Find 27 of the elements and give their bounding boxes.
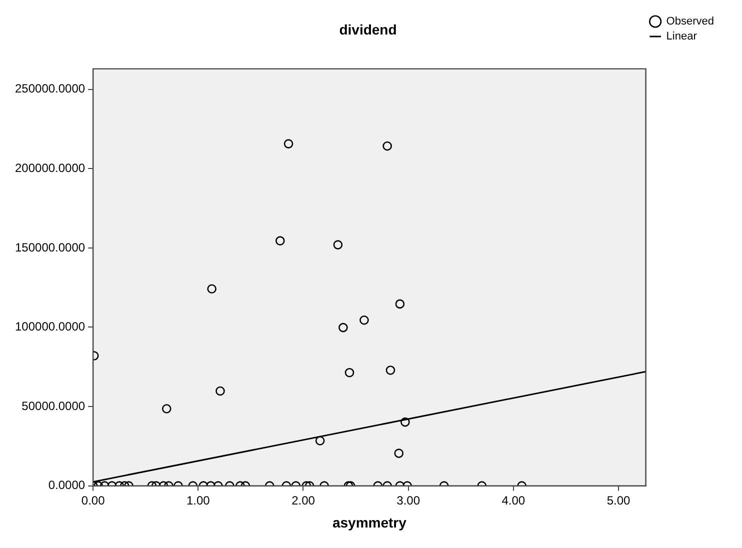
y-tick-label: 100000.0000 [14,320,86,334]
legend-label: Linear [666,30,698,43]
x-tick-label: 5.00 [606,493,630,508]
point [275,236,285,246]
chart-title: dividend [339,21,397,38]
y-tick-label: 50000.0000 [22,398,86,413]
y-tick-label: 150000.0000 [14,240,86,254]
point [216,386,225,396]
point [338,322,348,332]
point [333,240,343,250]
y-tick-label: 250000.0000 [14,82,86,96]
point [395,299,405,309]
point [360,315,369,325]
point [162,404,172,414]
legend-label: Observed [666,16,714,28]
point [344,368,354,378]
point [400,417,410,427]
point [386,366,396,375]
x-tick-label: 2.00 [292,493,316,508]
x-tick-label: 4.00 [502,493,526,508]
x-tick-label: 3.00 [396,493,420,508]
y-tick-label: 0.0000 [48,478,86,492]
x-axis-title: asymmetry [332,514,407,530]
y-tick-label: 200000.0000 [14,161,86,175]
x-tick-label: 0.00 [81,493,106,508]
x-tick-label: 1.00 [186,493,210,508]
point [207,284,216,294]
